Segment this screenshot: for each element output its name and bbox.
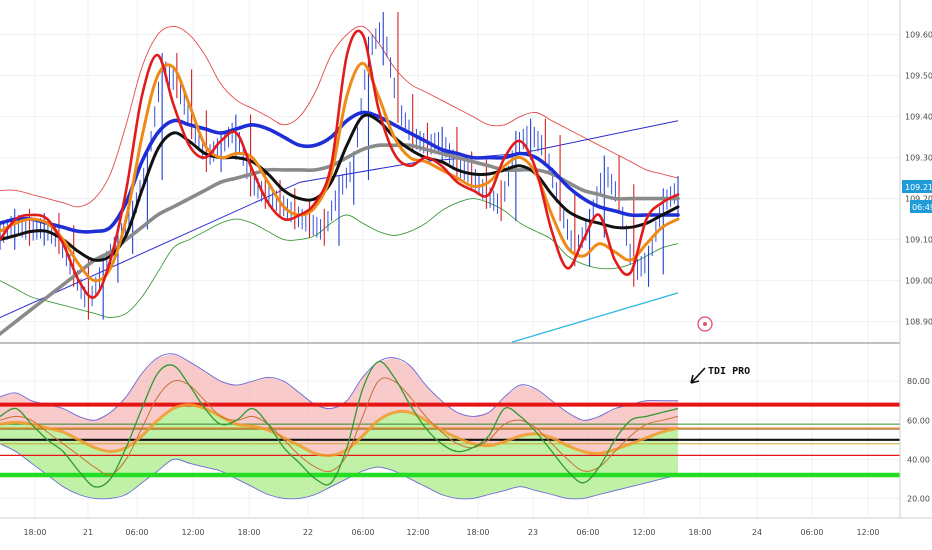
time-tick-label: 12:00: [856, 528, 879, 537]
osc-lower-band: [0, 443, 679, 500]
oscillator-panel[interactable]: [0, 353, 900, 500]
oscillator-tick-label: 60.00: [907, 416, 930, 425]
time-tick-label: 12:00: [181, 528, 204, 537]
last-price-label: 109.213: [905, 183, 932, 192]
last-price-badge: 109.213 06:49: [902, 180, 932, 213]
time-tick-label: 21: [83, 528, 93, 537]
tdi-pro-annotation: TDI PRO: [690, 366, 750, 384]
time-tick-label: 24: [752, 528, 762, 537]
projection-line: [511, 292, 679, 343]
time-tick-label: 12:00: [632, 528, 655, 537]
osc-signal-line: [0, 377, 679, 476]
price-tick-label: 109.500: [905, 72, 932, 81]
price-tick-label: 109.300: [905, 154, 932, 163]
axes[interactable]: 109.600 109.500 109.400 109.300 109.200 109.1…: [23, 31, 932, 537]
time-tick-label: 06:00: [800, 528, 823, 537]
target-icon-ring: [697, 316, 713, 332]
target-icon[interactable]: [697, 316, 713, 332]
time-tick-label: 22: [303, 528, 313, 537]
price-tick-label: 109.000: [905, 277, 932, 286]
price-tick-label: 109.600: [905, 31, 932, 40]
osc-baseline: [0, 403, 679, 458]
price-tick-label: 108.900: [905, 318, 932, 327]
time-tick-label: 12:00: [406, 528, 429, 537]
countdown-badge-bg: [910, 200, 932, 213]
time-tick-label: 06:00: [125, 528, 148, 537]
price-tick-label: 109.100: [905, 236, 932, 245]
annotation-label: TDI PRO: [708, 366, 750, 377]
mid-ma-line: [0, 61, 680, 283]
time-tick-label: 18:00: [23, 528, 46, 537]
time-tick-label: 18:00: [237, 528, 260, 537]
chart-grid: [0, 0, 900, 518]
oscillator-tick-label: 80.00: [907, 377, 930, 386]
time-tick-label: 06:00: [351, 528, 374, 537]
upper-band-line: [0, 25, 679, 208]
oscillator-tick-label: 40.00: [907, 455, 930, 464]
last-price-badge-bg: [902, 180, 932, 193]
annotation-arrow: [690, 367, 706, 384]
fast-ma-line: [0, 29, 680, 299]
target-icon-dot: [703, 322, 707, 326]
countdown-label: 06:49: [912, 203, 932, 212]
osc-rsi-line: [0, 360, 679, 488]
time-tick-label: 18:00: [688, 528, 711, 537]
oscillator-tick-label: 20.00: [907, 494, 930, 503]
time-tick-label: 18:00: [466, 528, 489, 537]
time-tick-label: 06:00: [576, 528, 599, 537]
time-tick-label: 23: [528, 528, 538, 537]
price-tick-label: 109.400: [905, 113, 932, 122]
price-panel[interactable]: [0, 12, 680, 343]
price-tick-label: 109.200: [905, 195, 932, 204]
price-candles: [0, 12, 679, 320]
